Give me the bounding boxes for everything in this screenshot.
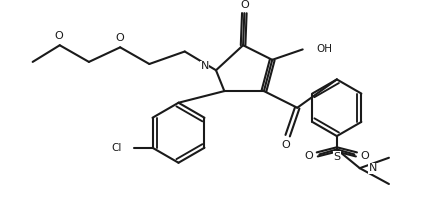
Text: N: N — [369, 163, 377, 173]
Text: Cl: Cl — [112, 143, 122, 153]
Text: N: N — [200, 61, 209, 71]
Text: O: O — [360, 152, 369, 162]
Text: O: O — [54, 31, 63, 41]
Text: O: O — [281, 140, 290, 150]
Text: O: O — [305, 152, 313, 162]
Text: O: O — [116, 33, 124, 43]
Text: S: S — [333, 152, 340, 162]
Text: OH: OH — [316, 45, 332, 54]
Text: O: O — [240, 0, 249, 10]
